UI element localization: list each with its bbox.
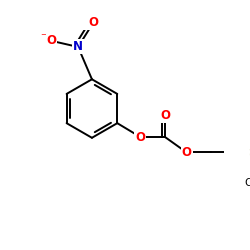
Text: O: O (182, 146, 192, 159)
Text: $^{-}$: $^{-}$ (40, 32, 47, 42)
Text: Si: Si (248, 146, 250, 159)
Text: N: N (73, 40, 83, 54)
Text: O: O (135, 130, 145, 143)
Text: CH$_3$: CH$_3$ (244, 176, 250, 190)
Text: O: O (88, 16, 99, 29)
Text: O: O (46, 34, 56, 47)
Text: O: O (160, 109, 170, 122)
